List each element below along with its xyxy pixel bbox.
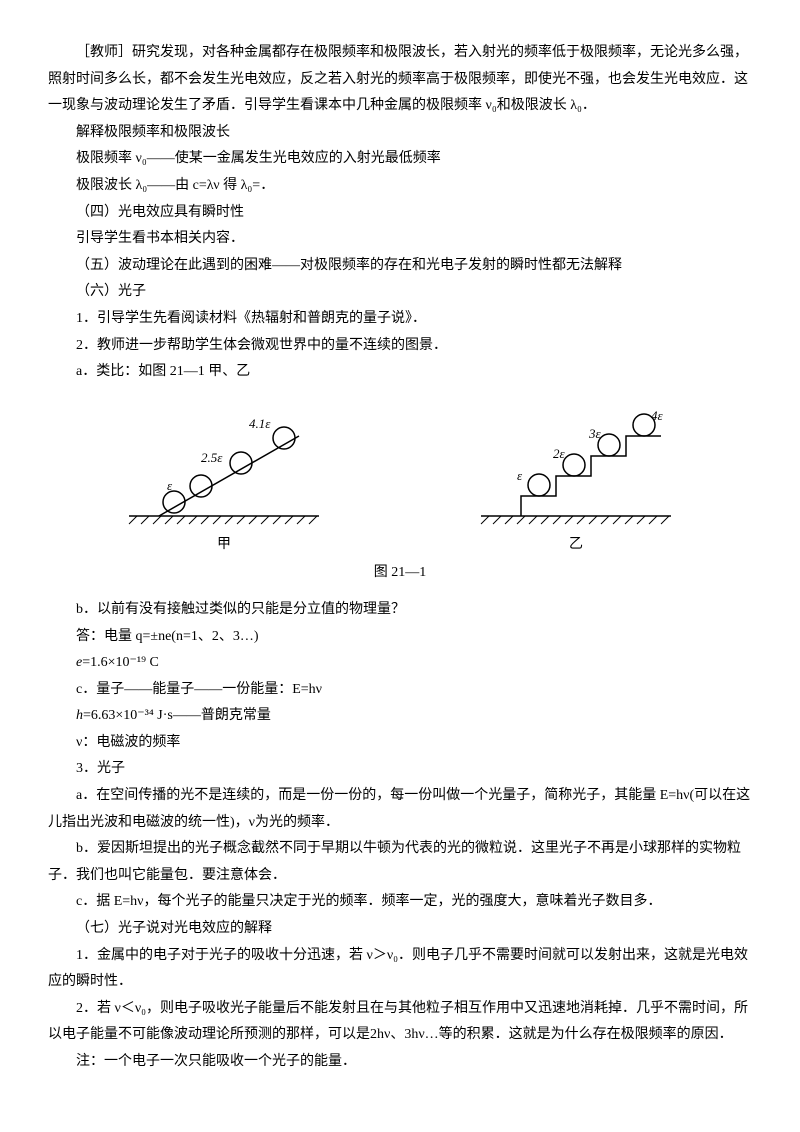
label-1eps: ε (517, 468, 523, 483)
paragraph: 解释极限频率和极限波长 (48, 120, 752, 147)
figure-subcaptions: 甲 乙 (48, 532, 752, 559)
paragraph: 1．引导学生先看阅读材料《热辐射和普朗克的量子说》． (48, 306, 752, 333)
paragraph: a．类比：如图 21—1 甲、乙 (48, 359, 752, 386)
paragraph: 注：一个电子一次只能吸收一个光子的能量． (48, 1049, 752, 1076)
text: =6.63×10⁻³⁴ J·s——普朗克常量 (83, 708, 271, 723)
label-4eps: 4ε (651, 408, 664, 423)
label-2eps: 2ε (553, 446, 566, 461)
figure-main-caption: 图 21—1 (48, 560, 752, 587)
text: =1.6×10⁻¹⁹ C (82, 655, 159, 670)
paragraph: 答：电量 q=±ne(n=1、2、3…) (48, 624, 752, 651)
figure-yi: ε 2ε 3ε 4ε (471, 406, 681, 526)
caption-jia: 甲 (119, 532, 329, 559)
paragraph: b．以前有没有接触过类似的只能是分立值的物理量？ (48, 597, 752, 624)
paragraph: 极限频率 ν₀——使某一金属发生光电效应的入射光最低频率 (48, 146, 752, 173)
paragraph: 引导学生看书本相关内容． (48, 226, 752, 253)
var-h: h (76, 708, 83, 723)
paragraph: c．据 E=hν，每个光子的能量只决定于光的频率．频率一定，光的强度大，意味着光… (48, 889, 752, 916)
label-25eps: 2.5ε (201, 450, 223, 465)
figure-jia: ε 2.5ε 4.1ε (119, 406, 329, 526)
paragraph: 1．金属中的电子对于光子的吸收十分迅速，若 ν＞ν₀．则电子几乎不需要时间就可以… (48, 943, 752, 996)
paragraph: 2．教师进一步帮助学生体会微观世界中的量不连续的图景． (48, 333, 752, 360)
paragraph: e=1.6×10⁻¹⁹ C (48, 650, 752, 677)
paragraph: a．在空间传播的光不是连续的，而是一份一份的，每一份叫做一个光量子，简称光子，其… (48, 783, 752, 836)
heading: （四）光电效应具有瞬时性 (48, 200, 752, 227)
paragraph: 2．若 ν＜ν₀，则电子吸收光子能量后不能发射且在与其他粒子相互作用中又迅速地消… (48, 996, 752, 1049)
figure-row: ε 2.5ε 4.1ε ε 2ε 3ε 4ε (48, 406, 752, 526)
paragraph: h=6.63×10⁻³⁴ J·s——普朗克常量 (48, 703, 752, 730)
paragraph: b．爱因斯坦提出的光子概念截然不同于早期以牛顿为代表的光的微粒说．这里光子不再是… (48, 836, 752, 889)
label-3eps: 3ε (588, 426, 602, 441)
paragraph: 3．光子 (48, 756, 752, 783)
caption-yi: 乙 (471, 532, 681, 559)
heading: （六）光子 (48, 279, 752, 306)
paragraph: ［教师］研究发现，对各种金属都存在极限频率和极限波长，若入射光的频率低于极限频率… (48, 40, 752, 120)
label-eps: ε (167, 478, 173, 493)
paragraph: c．量子——能量子——一份能量：E=hν (48, 677, 752, 704)
heading: （五）波动理论在此遇到的困难——对极限频率的存在和光电子发射的瞬时性都无法解释 (48, 253, 752, 280)
heading: （七）光子说对光电效应的解释 (48, 916, 752, 943)
paragraph: ν：电磁波的频率 (48, 730, 752, 757)
label-41eps: 4.1ε (249, 416, 271, 431)
paragraph: 极限波长 λ₀——由 c=λν 得 λ₀=． (48, 173, 752, 200)
